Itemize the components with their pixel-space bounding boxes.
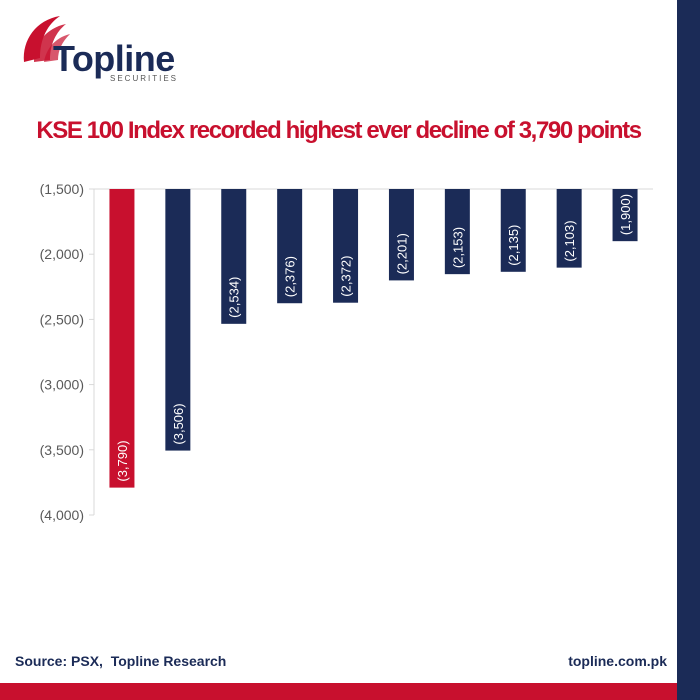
y-tick-label: (2,500) xyxy=(40,311,84,327)
bar xyxy=(388,189,414,281)
bottom-accent-bar xyxy=(0,683,677,700)
bar xyxy=(333,189,359,303)
bar-chart: (1,500) (2,000) (2,500) (3,000) (3,500) (4,00… xyxy=(40,181,653,523)
bar-value-label: (2,376) xyxy=(283,256,298,297)
y-tick-label: (3,000) xyxy=(40,377,84,393)
brand-subtitle: SECURITIES xyxy=(110,74,179,83)
right-accent-bar xyxy=(677,0,700,700)
bar-value-label: (2,135) xyxy=(506,225,521,266)
bar xyxy=(444,189,470,275)
bar-value-label: (2,153) xyxy=(450,227,465,268)
bar-value-label: (2,103) xyxy=(562,220,577,261)
bar-value-label: (3,506) xyxy=(171,403,186,444)
bar-value-label: (1,900) xyxy=(618,194,633,235)
topline-logo-icon xyxy=(23,16,70,62)
source-note: Source: PSX, Topline Research xyxy=(15,653,227,669)
chart-title: KSE 100 Index recorded highest ever decl… xyxy=(36,117,642,144)
website-link[interactable]: topline.com.pk xyxy=(568,653,667,669)
bar-value-label: (3,790) xyxy=(115,440,130,481)
y-tick-label: (2,000) xyxy=(40,246,84,262)
y-tick-label: (3,500) xyxy=(40,442,84,458)
bar xyxy=(277,189,303,304)
brand-name: Topline xyxy=(53,38,175,79)
bar-value-label: (2,201) xyxy=(394,233,409,274)
bar-value-label: (2,372) xyxy=(339,256,354,297)
bar xyxy=(556,189,582,268)
bar xyxy=(500,189,526,272)
bar-value-label: (2,534) xyxy=(227,277,242,318)
bar xyxy=(612,189,638,242)
y-tick-label: (4,000) xyxy=(40,507,84,523)
bar xyxy=(221,189,247,324)
y-tick-label: (1,500) xyxy=(40,181,84,197)
bar xyxy=(109,189,135,488)
bar xyxy=(165,189,191,451)
